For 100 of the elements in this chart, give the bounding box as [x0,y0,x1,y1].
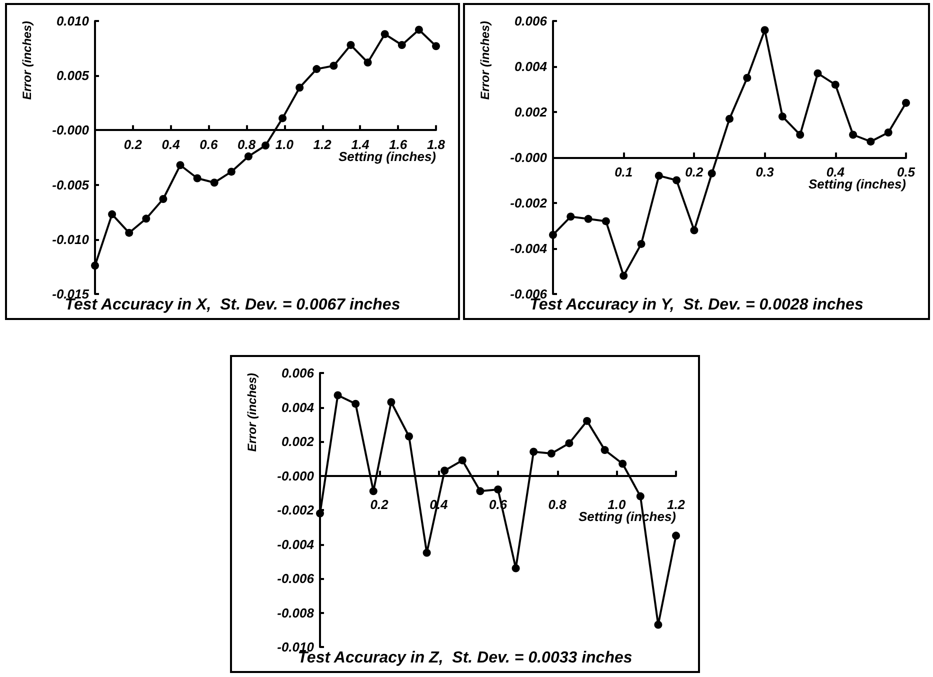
x-tick-label: 1.0 [275,137,294,152]
point [494,485,502,494]
point [637,240,646,248]
point [549,230,557,239]
y-tick-label: -0.005 [52,177,90,192]
y-tick-label: 0.002 [514,104,548,120]
point [210,178,218,187]
point [159,195,168,203]
y-tick-label: -0.000 [277,468,315,484]
x-tick-label: 1.2 [666,496,686,512]
point [600,446,609,454]
point [312,65,321,74]
point [91,262,99,270]
point [125,228,134,237]
point [334,391,342,400]
x-tick-label: 0.3 [756,164,775,180]
point [636,492,644,500]
point [422,548,431,557]
point [346,41,355,50]
y-tick-label: 0.010 [56,14,90,28]
y-axis-title: Error (inches) [20,21,34,100]
point [227,168,236,176]
point [458,456,466,464]
y-tick-label: 0.006 [281,366,315,380]
y-tick-label: -0.004 [510,241,548,256]
y-tick-label: 0.006 [514,14,548,28]
x-tick-label: 0.5 [896,164,916,180]
x-tick-label: 0.4 [162,137,181,152]
y-tick-label: -0.002 [277,502,315,518]
y-tick-label: -0.002 [510,196,548,210]
point [512,564,520,572]
point [398,41,406,50]
point [566,212,575,221]
point [672,532,680,540]
point [369,487,378,496]
x-tick-label: 0.6 [200,137,218,152]
point [743,74,752,82]
point [262,141,270,150]
y-tick-label: -0.010 [52,232,90,247]
point [849,130,858,139]
y-axis-title: Error (inches) [245,373,259,452]
y-tick-label: -0.000 [52,122,90,138]
x-tick-label: 1.2 [313,137,332,152]
point [620,272,628,280]
point [352,400,360,408]
point [565,439,574,448]
point [405,432,413,440]
y-tick-label: 0.002 [281,434,315,449]
point [387,398,396,406]
point [796,130,804,139]
point [672,176,681,184]
point [547,449,556,458]
point [476,487,484,496]
x-tick-label: 0.8 [548,496,568,512]
y-tick-label: 0.004 [514,59,548,74]
point [330,62,338,70]
point [432,42,440,50]
x-tick-label: 0.2 [685,164,704,180]
point [108,210,116,218]
y-axis-title: Error (inches) [478,21,492,100]
point [690,226,698,234]
point [654,620,662,629]
x-tick-label: 0.4 [826,164,846,180]
y-tick-label: 0.005 [56,68,90,84]
point [584,214,592,223]
x-tick-label: 0.1 [614,164,633,180]
point [726,114,734,123]
y-tick-label: -0.008 [277,605,315,620]
point [884,128,892,136]
point [380,30,389,38]
point [708,169,716,178]
point [618,460,627,468]
point [176,161,184,170]
x-tick-label: 0.2 [124,137,143,152]
point [244,152,252,160]
point [193,174,202,182]
y-tick-label: -0.006 [277,571,315,586]
x-tick-label: 0.8 [238,137,256,152]
point [316,509,324,518]
x-tick-label: 1.0 [608,496,626,512]
point [902,98,910,107]
x-tick-label: 0.2 [370,496,390,512]
point [814,69,822,78]
point [760,26,769,34]
point [530,448,538,456]
point [654,172,663,180]
point [440,466,449,475]
point [142,214,150,223]
x-axis-title: Setting (inches) [808,176,906,192]
point [602,217,610,226]
point [296,84,304,92]
point [831,80,840,89]
point [866,138,875,146]
y-tick-label: 0.004 [281,400,315,415]
y-tick-label: -0.004 [277,536,315,552]
point [278,114,287,122]
point [364,58,372,66]
point [583,416,591,425]
y-tick-label: -0.000 [510,150,548,165]
point [778,112,786,121]
